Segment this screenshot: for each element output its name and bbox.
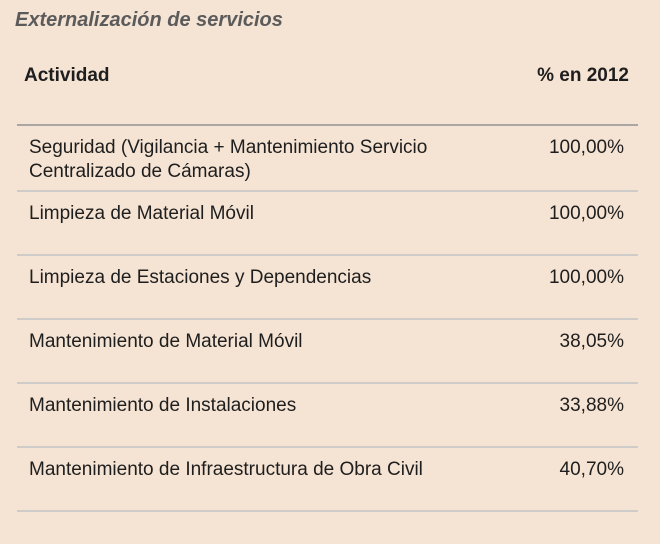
row-porcentaje: 40,70%: [559, 459, 624, 480]
table-row: Mantenimiento de Material Móvil 38,05%: [17, 320, 638, 384]
row-porcentaje: 100,00%: [548, 267, 624, 288]
table-row: Limpieza de Estaciones y Dependencias 10…: [17, 256, 638, 320]
table-body: Seguridad (Vigilancia + Mantenimiento Se…: [17, 126, 638, 512]
row-actividad: Mantenimiento de Material Móvil: [29, 331, 303, 352]
row-actividad: Limpieza de Estaciones y Dependencias: [29, 267, 372, 288]
table-row: Seguridad (Vigilancia + Mantenimiento Se…: [17, 126, 638, 192]
column-header-porcentaje: % en 2012: [537, 65, 629, 86]
row-actividad: Mantenimiento de Infraestructura de Obra…: [29, 459, 423, 480]
table-header: Actividad % en 2012: [24, 65, 629, 87]
row-actividad: Limpieza de Material Móvil: [29, 203, 254, 224]
section-title: Externalización de servicios: [15, 9, 283, 31]
table-row: Mantenimiento de Instalaciones 33,88%: [17, 384, 638, 448]
row-porcentaje: 100,00%: [548, 203, 624, 224]
row-porcentaje: 33,88%: [559, 395, 624, 416]
column-header-actividad: Actividad: [24, 65, 110, 86]
row-actividad: Mantenimiento de Instalaciones: [29, 395, 297, 416]
table-row: Limpieza de Material Móvil 100,00%: [17, 192, 638, 256]
row-porcentaje: 100,00%: [548, 137, 624, 158]
header-divider: [17, 124, 638, 126]
table-row: Mantenimiento de Infraestructura de Obra…: [17, 448, 638, 512]
row-porcentaje: 38,05%: [559, 331, 624, 352]
row-actividad: Seguridad (Vigilancia + Mantenimiento Se…: [29, 137, 428, 182]
